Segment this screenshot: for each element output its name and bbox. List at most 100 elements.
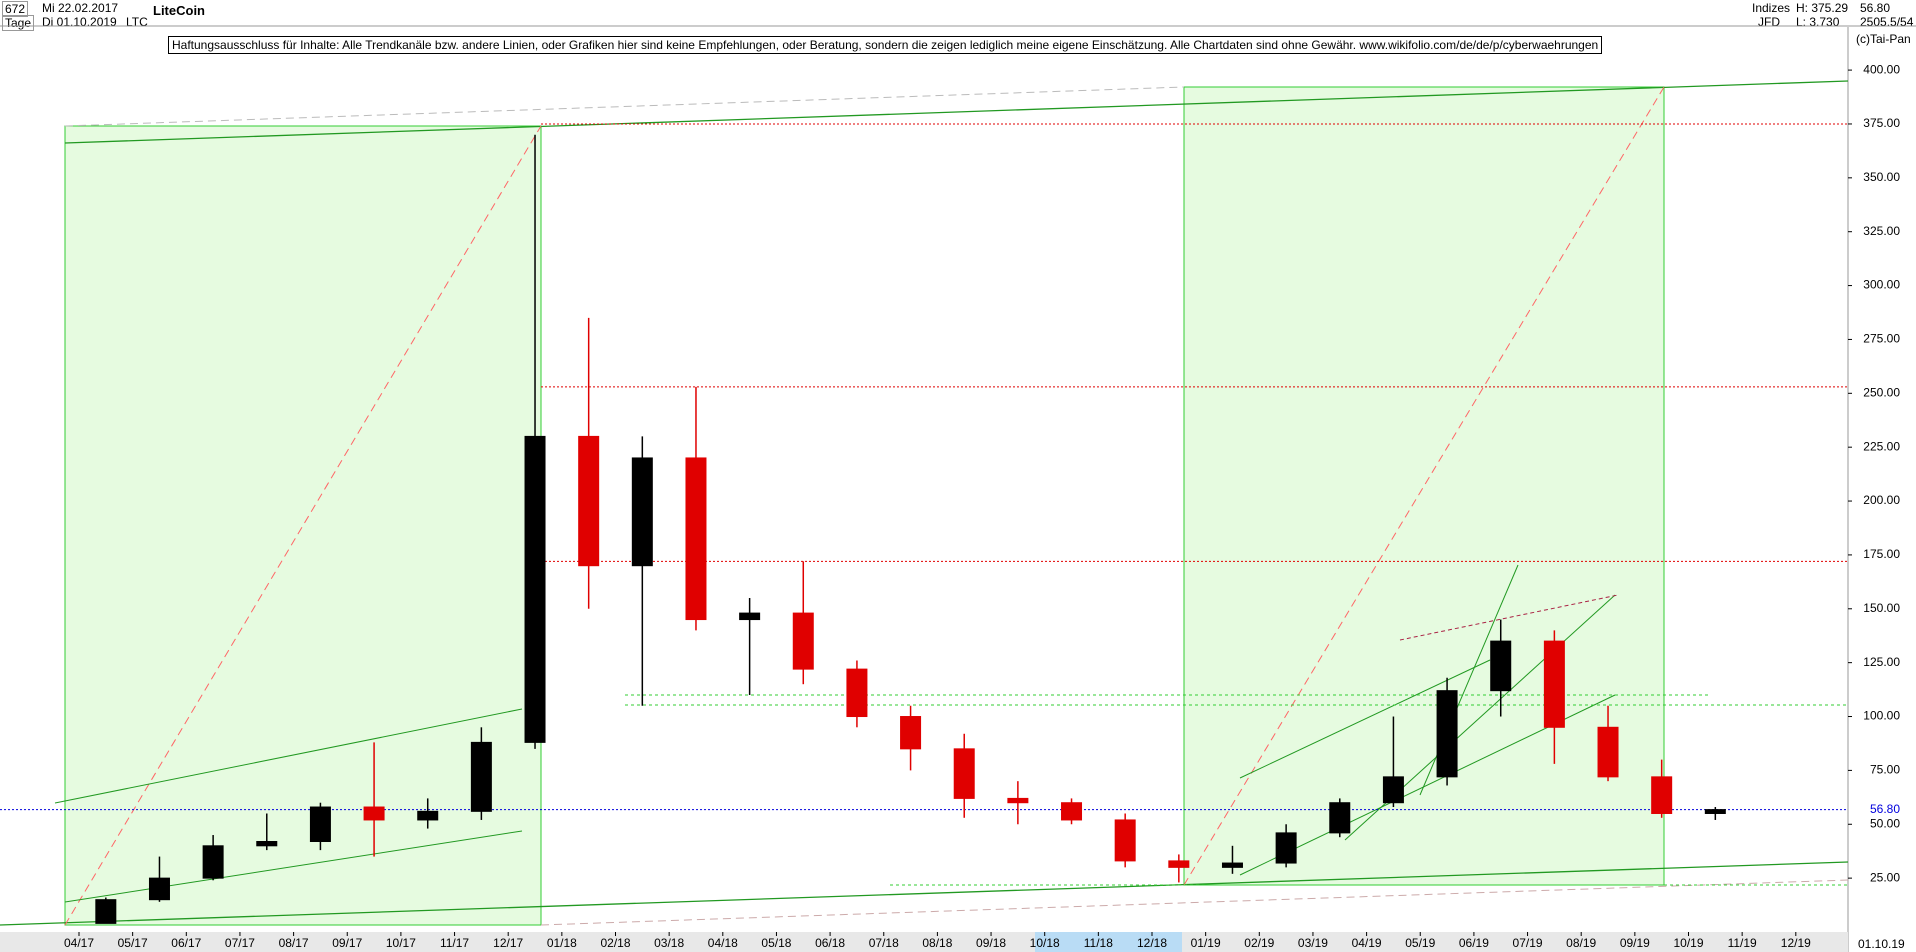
y-tick-label: 100.00 (1863, 709, 1900, 723)
title: LiteCoin (153, 3, 205, 18)
x-tick-label: 11/17 (440, 936, 469, 950)
candle-body (1597, 726, 1619, 778)
x-tick-label: 11/18 (1084, 936, 1113, 950)
candle-body (417, 810, 439, 821)
candle-body (309, 806, 331, 842)
x-tick-label: 07/19 (1513, 936, 1543, 950)
y-tick-label: 300.00 (1863, 278, 1900, 292)
candle-body (1490, 640, 1512, 692)
y-tick-label: 50.00 (1870, 816, 1900, 830)
last: 56.80 (1860, 1, 1891, 15)
x-tick-label: 10/18 (1030, 936, 1060, 950)
x-tick-label: 08/17 (279, 936, 309, 950)
channel-line (1419, 564, 1519, 796)
candle-body (363, 806, 385, 821)
candle-body (1543, 640, 1565, 728)
candle-body (578, 435, 600, 567)
x-tick-label: 03/19 (1298, 936, 1328, 950)
x-tick-label: 09/17 (332, 936, 362, 950)
candle-body (524, 435, 546, 743)
x-tick-label: 04/18 (708, 936, 738, 950)
channel-line (1239, 694, 1616, 876)
high: H: 375.29 (1796, 1, 1849, 15)
y-tick-label: 350.00 (1863, 170, 1900, 184)
x-tick-label: 07/18 (869, 936, 899, 950)
range-box (1183, 86, 1665, 886)
disclaimer: Haftungsausschluss für Inhalte: Alle Tre… (168, 36, 1603, 54)
y-tick-label: 200.00 (1863, 493, 1900, 507)
time-axis (0, 932, 1848, 952)
y-tick-label: 250.00 (1863, 385, 1900, 399)
candle-body (900, 716, 922, 750)
y-tick-label: 150.00 (1863, 601, 1900, 615)
x-tick-label: 08/19 (1566, 936, 1596, 950)
x-tick-label: 06/17 (171, 936, 201, 950)
candle-body (1114, 819, 1136, 862)
level-label: 56.80 (1870, 802, 1900, 816)
y-tick-label: 225.00 (1863, 439, 1900, 453)
y-tick-label: 75.00 (1870, 763, 1900, 777)
time-highlight (1035, 932, 1182, 952)
candle-body (148, 877, 170, 901)
channel-line (1399, 594, 1619, 641)
count[interactable]: 672 (2, 1, 29, 17)
x-tick-label: 12/19 (1781, 936, 1811, 950)
x-tick-label: 05/19 (1405, 936, 1435, 950)
info: 2505.5/54 (1860, 15, 1914, 29)
x-tick-label: 07/17 (225, 936, 255, 950)
channel-line (54, 708, 523, 804)
footer-date: 01.10.19 (1858, 937, 1905, 951)
candle-body (739, 612, 761, 621)
trend-line (64, 86, 1185, 127)
candle-body (202, 845, 224, 879)
source: JFD (1758, 15, 1780, 29)
candle-body (1329, 802, 1351, 834)
trend-line (540, 879, 1849, 926)
channel-line (1239, 659, 1491, 779)
y-tick-label: 25.00 (1870, 870, 1900, 884)
candle-body (1275, 832, 1297, 864)
candle-body (1221, 862, 1243, 868)
x-tick-label: 09/18 (976, 936, 1006, 950)
candle-body (631, 457, 653, 567)
y-tick-label: 125.00 (1863, 655, 1900, 669)
x-tick-label: 11/19 (1728, 936, 1757, 950)
x-tick-label: 02/18 (600, 936, 630, 950)
candle-body (1382, 776, 1404, 804)
group: Indizes (1752, 1, 1791, 15)
y-tick-label: 175.00 (1863, 547, 1900, 561)
channel-line (1344, 594, 1616, 841)
footer-mode: L (1840, 937, 1847, 951)
x-tick-label: 03/18 (654, 936, 684, 950)
candle-body (846, 668, 868, 718)
low: L: 3.730 (1796, 15, 1840, 29)
y-tick-label: 400.00 (1863, 62, 1900, 76)
x-tick-label: 02/19 (1244, 936, 1274, 950)
candle-body (256, 841, 278, 847)
candle-body (95, 899, 117, 924)
trend-line (0, 861, 1849, 926)
candle-body (1007, 797, 1029, 804)
x-tick-label: 05/18 (761, 936, 791, 950)
period[interactable]: Tage (2, 15, 35, 31)
candle-body (1061, 802, 1083, 821)
x-tick-label: 08/18 (922, 936, 952, 950)
x-tick-label: 12/18 (1137, 936, 1167, 950)
range-box (64, 125, 542, 926)
x-tick-label: 12/17 (493, 936, 523, 950)
y-tick-label: 325.00 (1863, 224, 1900, 238)
x-tick-label: 09/19 (1620, 936, 1650, 950)
candle-body (470, 741, 492, 812)
x-tick-label: 04/17 (64, 936, 94, 950)
candle-body (792, 612, 814, 670)
trend-line (64, 80, 1849, 144)
candle-body (1651, 776, 1673, 814)
symbol: LTC (126, 15, 148, 29)
x-tick-label: 10/19 (1673, 936, 1703, 950)
x-tick-label: 05/17 (118, 936, 148, 950)
start-date: Mi 22.02.2017 (42, 1, 119, 15)
copyright: (c)Tai-Pan (1856, 32, 1911, 46)
y-tick-label: 275.00 (1863, 332, 1900, 346)
